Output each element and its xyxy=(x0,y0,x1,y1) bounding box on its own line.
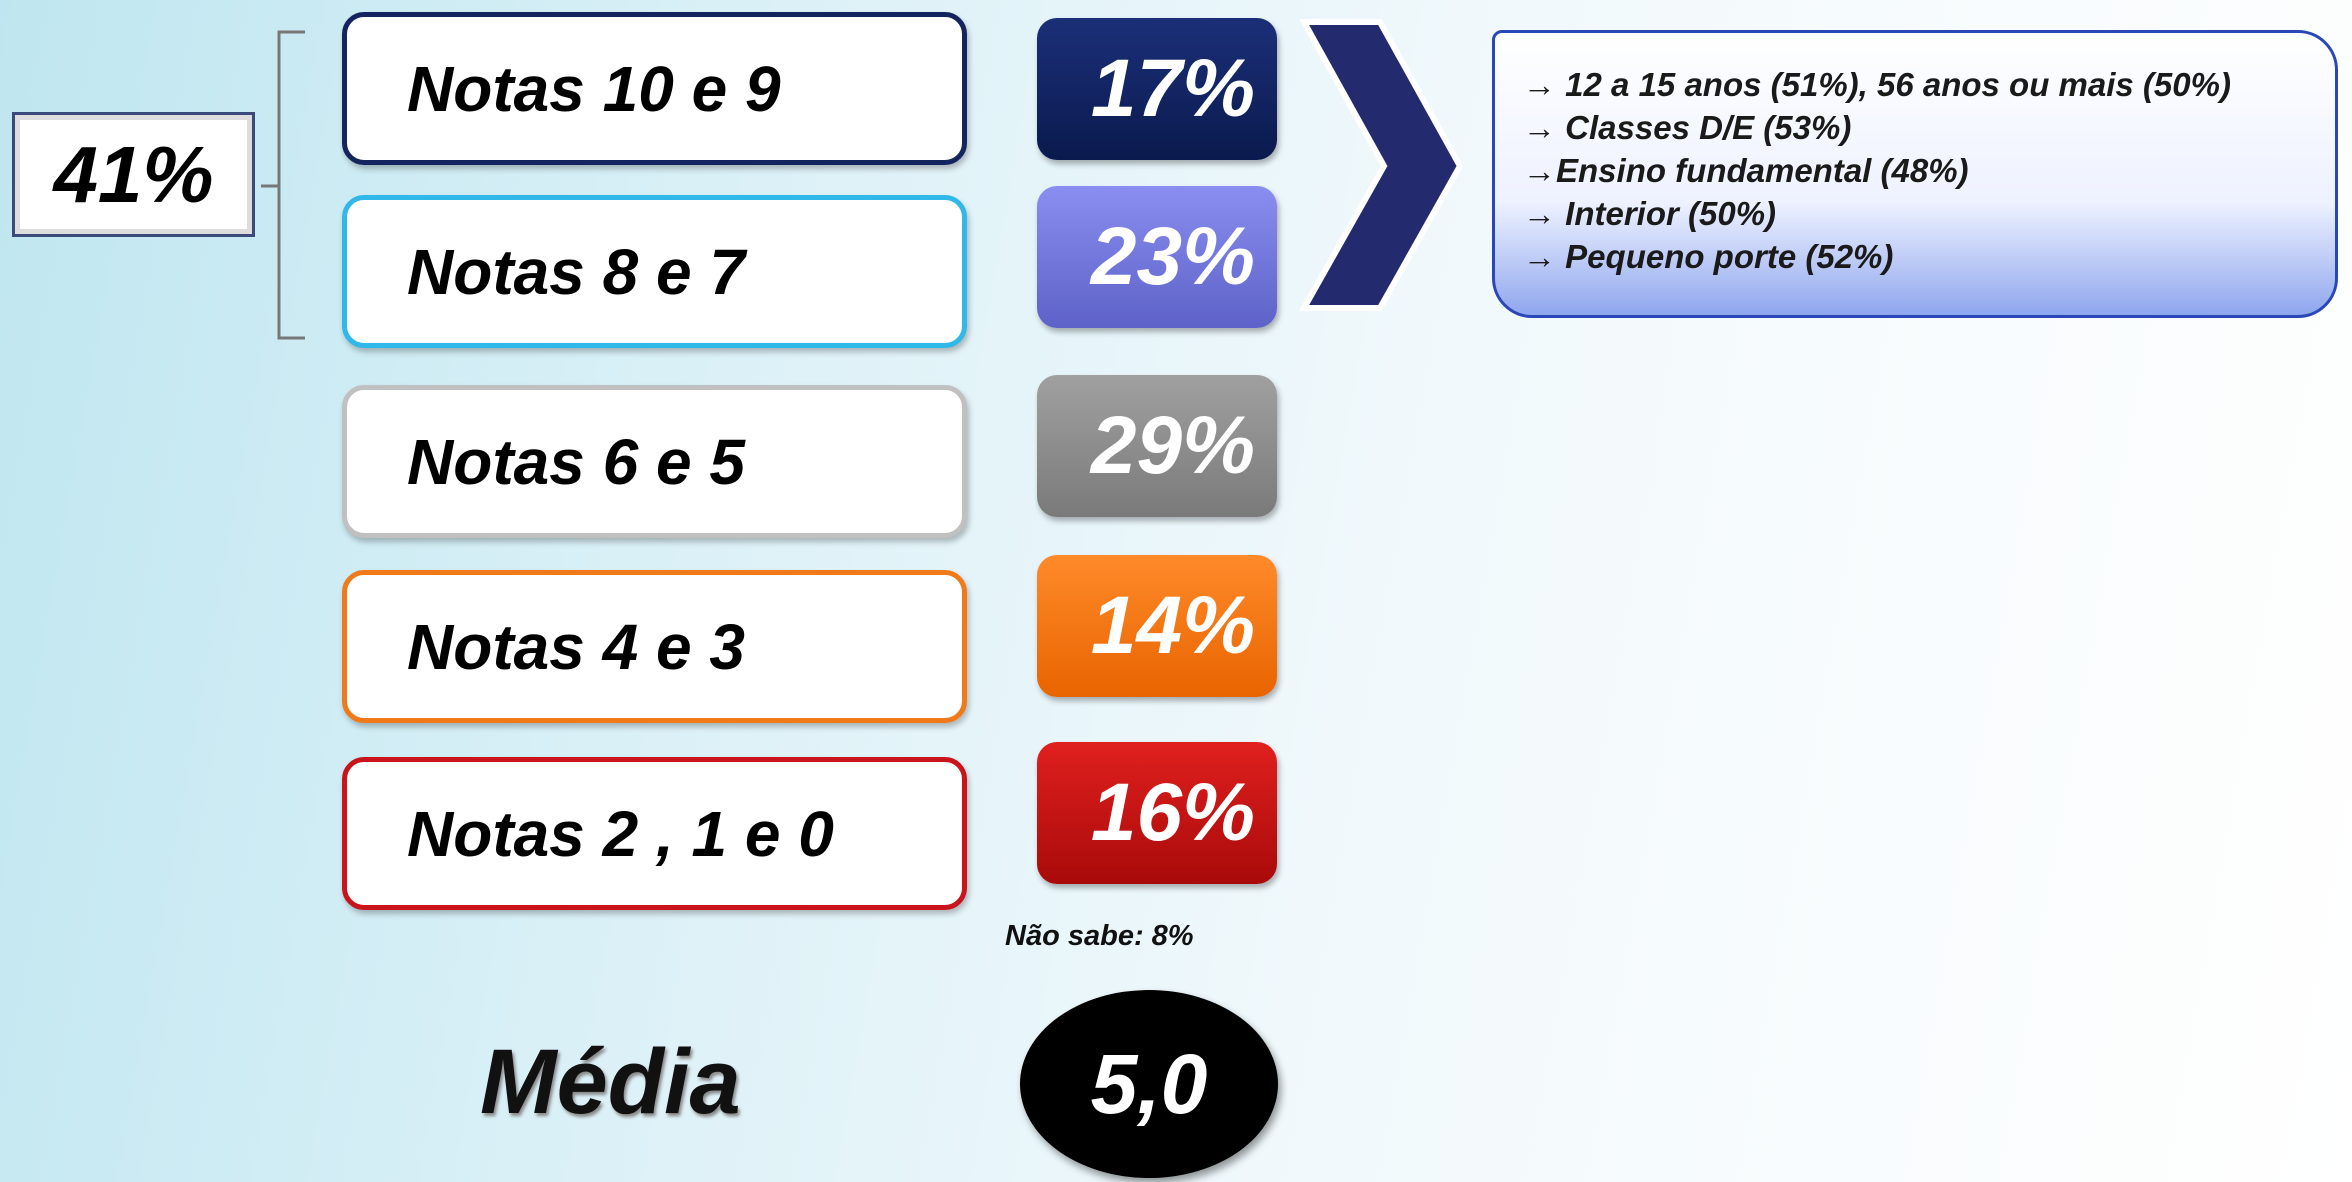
bracket xyxy=(261,30,305,340)
detail-line: → Classes D/E (53%) xyxy=(1523,109,1852,146)
detail-line: → 12 a 15 anos (51%), 56 anos ou mais (5… xyxy=(1523,66,2231,103)
row-value: 17% xyxy=(1037,18,1277,160)
note: Não sabe: 8% xyxy=(1005,920,1194,952)
detail-line: →Ensino fundamental (48%) xyxy=(1523,152,1969,189)
group-label: 41% xyxy=(53,129,214,219)
group-box: 41% xyxy=(12,112,255,237)
chevron xyxy=(1300,19,1464,311)
row-value: 29% xyxy=(1037,375,1277,517)
row-label: Notas 2 , 1 e 0 xyxy=(342,757,967,910)
average-ellipse: 5,0 xyxy=(1020,990,1278,1178)
row-value: 23% xyxy=(1037,186,1277,328)
row-value: 14% xyxy=(1037,555,1277,697)
row-value: 16% xyxy=(1037,742,1277,884)
row-label: Notas 8 e 7 xyxy=(342,195,967,348)
details-box: → 12 a 15 anos (51%), 56 anos ou mais (5… xyxy=(1492,30,2338,318)
row-label: Notas 4 e 3 xyxy=(342,570,967,723)
detail-line: → Pequeno porte (52%) xyxy=(1523,238,1894,275)
row-label: Notas 6 e 5 xyxy=(342,385,967,538)
row-label: Notas 10 e 9 xyxy=(342,12,967,165)
average-value: 5,0 xyxy=(1090,1036,1208,1131)
detail-line: → Interior (50%) xyxy=(1523,195,1777,232)
average-label: Média xyxy=(480,1031,741,1133)
